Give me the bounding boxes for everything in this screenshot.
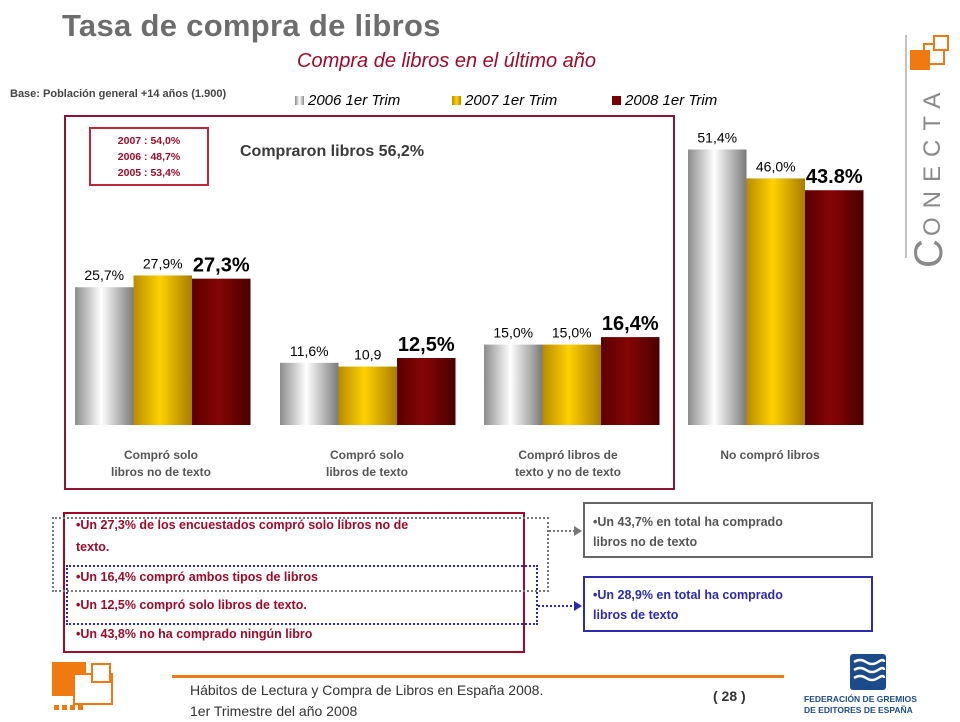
bar-value-label: 15,0% (552, 325, 592, 341)
box-line: •Un 43,7% en total ha comprado (593, 515, 783, 529)
history-box: 2007 : 54,0% 2006 : 48,7% 2005 : 53,4% (89, 127, 209, 186)
bullet-text: texto. (76, 540, 110, 554)
bar-value-label: 12,5% (398, 334, 455, 356)
box-line: •Un 28,9% en total ha comprado (593, 588, 783, 602)
bar-value-label: 16,4% (602, 313, 659, 335)
bar-value-label: 27,3% (193, 255, 250, 277)
legend-swatch-2006 (295, 96, 304, 105)
category-label-line: libros no de texto (110, 465, 211, 479)
legend-swatch-2008 (612, 96, 621, 105)
base-note: Base: Población general +14 años (1.900) (10, 88, 227, 100)
page-subtitle: Compra de libros en el último año (297, 50, 597, 72)
total-non-textbook-box: •Un 43,7% en total ha comprado libros no… (583, 502, 873, 558)
category-label: Compró libros de texto y no de texto (488, 447, 648, 481)
bar-value-label: 10,9 (354, 347, 381, 363)
orange-squares-logo (52, 662, 113, 710)
fgee-logo: FEDERACIÓN DE GREMIOS DE EDITORES DE ESP… (804, 654, 917, 715)
bar-2007 (338, 366, 397, 425)
box-line: libros no de texto (593, 535, 698, 549)
bought-total-label: Compraron libros 56,2% (240, 143, 425, 160)
bar-2008 (397, 358, 456, 425)
bar-2006 (688, 149, 747, 425)
bullet-text: •Un 12,5% compró solo libros de texto. (76, 598, 307, 612)
bar-2006 (484, 344, 543, 425)
category-label-line: libros de texto (325, 465, 408, 479)
footer-line-2: 1er Trimestre del año 2008 (190, 703, 358, 719)
legend-label-2008: 2008 1er Trim (625, 92, 718, 109)
grouping-outline-gray (52, 517, 549, 592)
footer-line-1: Hábitos de Lectura y Compra de Libros en… (190, 682, 544, 698)
bar-value-label: 15,0% (493, 325, 533, 341)
category-label-line: Compró libros de (518, 448, 618, 462)
history-line: 2007 : 54,0% (117, 134, 181, 147)
page-number: ( 28 ) (713, 688, 746, 704)
legend-item-2006: 2006 1er Trim (295, 92, 400, 109)
svg-text:DE EDITORES DE ESPAÑA: DE EDITORES DE ESPAÑA (804, 705, 913, 715)
svg-text:C: C (907, 239, 951, 268)
bar-value-label: 25,7% (84, 267, 124, 283)
legend-label-2006: 2006 1er Trim (308, 92, 401, 109)
bullet-text: •Un 16,4% compró ambos tipos de libros (76, 570, 318, 584)
bar-value-label: 51,4% (697, 129, 737, 145)
bullet-text: •Un 27,3% de los encuestados compró solo… (76, 518, 409, 532)
legend-item-2008: 2008 1er Trim (612, 92, 717, 109)
bar-2006 (280, 362, 339, 425)
bullet-text: •Un 43,8% no ha comprado ningún libro (76, 627, 313, 641)
category-label-line: Compró solo (124, 448, 198, 462)
bar-2008 (601, 337, 660, 425)
bar-2007 (542, 344, 601, 425)
legend-swatch-2007 (452, 96, 461, 105)
grouping-outline-blue (66, 565, 538, 625)
history-line: 2006 : 48,7% (117, 150, 181, 163)
bar-value-label: 46,0% (756, 158, 796, 174)
page-title: Tasa de compra de libros (62, 8, 441, 43)
category-label-line: No compró libros (720, 448, 820, 462)
bar-value-label: 27,9% (143, 255, 183, 271)
svg-text:FEDERACIÓN DE GREMIOS: FEDERACIÓN DE GREMIOS (804, 693, 917, 704)
bar-2008 (192, 278, 251, 425)
bullets-frame (63, 512, 525, 653)
bar-2006 (75, 287, 134, 425)
category-label-line: texto y no de texto (514, 465, 621, 479)
bar-value-label: 43.8% (806, 166, 863, 188)
category-label-line: Compró solo (330, 448, 404, 462)
bar-2007 (133, 275, 192, 425)
box-line: libros de texto (593, 608, 679, 622)
legend-item-2007: 2007 1er Trim (452, 92, 557, 109)
legend-label-2007: 2007 1er Trim (465, 92, 558, 109)
total-textbook-box: •Un 28,9% en total ha comprado libros de… (583, 576, 873, 632)
bar-2007 (746, 178, 805, 425)
category-label: Compró solo libros de texto (287, 447, 447, 481)
conecta-logo: C ONECTA (905, 35, 951, 268)
chart-frame (64, 115, 675, 490)
footer-text: Hábitos de Lectura y Compra de Libros en… (190, 680, 543, 722)
bar-value-label: 11,6% (290, 343, 329, 359)
bar-2008 (805, 190, 864, 425)
history-line: 2005 : 53,4% (117, 166, 181, 179)
category-label: No compró libros (690, 447, 850, 464)
footer-divider (172, 675, 784, 678)
category-label: Compró solo libros no de texto (81, 447, 241, 481)
svg-text:ONECTA: ONECTA (919, 84, 946, 236)
